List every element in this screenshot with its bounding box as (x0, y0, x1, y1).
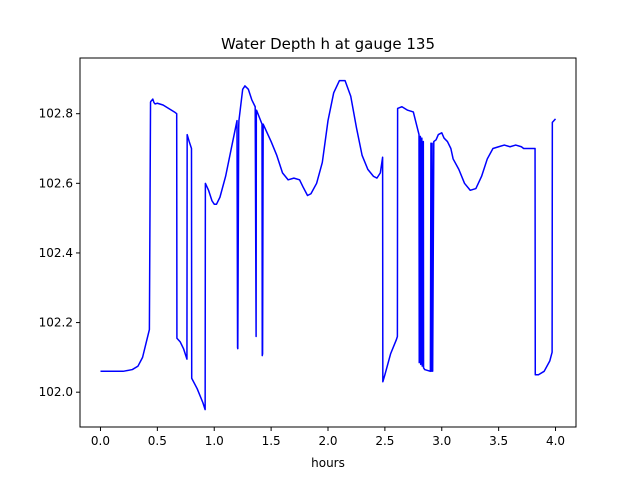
x-axis-label: hours (311, 456, 345, 470)
x-tick-label: 0.5 (148, 434, 167, 448)
x-tick-label: 1.0 (205, 434, 224, 448)
y-tick-label: 102.2 (39, 316, 73, 330)
y-tick-label: 102.4 (39, 246, 73, 260)
y-tick-label: 102.0 (39, 385, 73, 399)
x-tick-label: 1.5 (262, 434, 281, 448)
chart-title: Water Depth h at gauge 135 (221, 35, 435, 53)
x-tick-label: 3.0 (432, 434, 451, 448)
x-axis: 0.0 0.5 1.0 1.5 2.0 2.5 3.0 3.5 4.0 (91, 427, 565, 448)
x-tick-label: 3.5 (489, 434, 508, 448)
plot-area (100, 79, 557, 411)
x-tick-label: 0.0 (91, 434, 110, 448)
x-tick-label: 2.0 (318, 434, 337, 448)
series-line-0 (100, 79, 557, 411)
axes-frame (79, 57, 577, 428)
y-tick-label: 102.8 (39, 107, 73, 121)
x-tick-label: 4.0 (546, 434, 565, 448)
x-tick-label: 2.5 (375, 434, 394, 448)
y-axis: 102.0 102.2 102.4 102.6 102.8 (39, 107, 80, 399)
y-tick-label: 102.6 (39, 176, 73, 190)
